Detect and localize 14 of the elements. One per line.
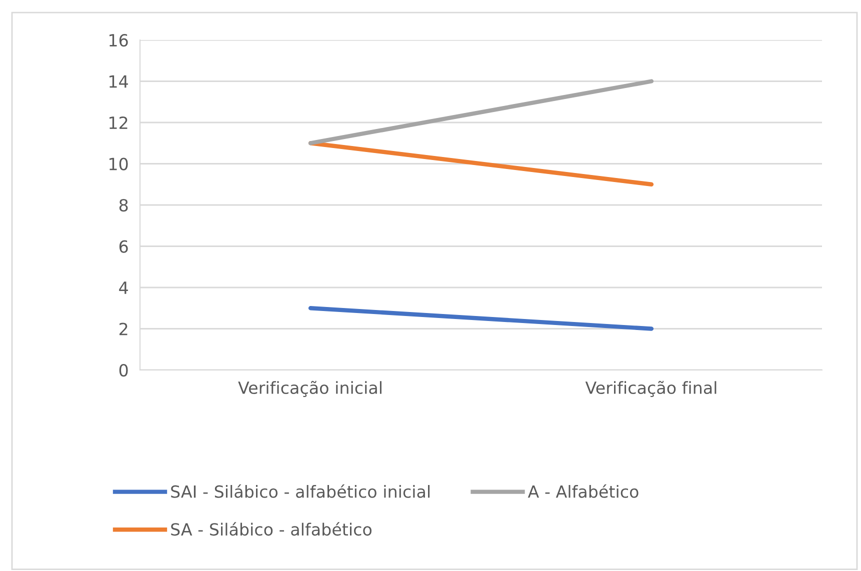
- x-tick-label: Verificação inicial: [238, 380, 382, 398]
- legend-label: A - Alfabético: [528, 484, 638, 498]
- legend-label: SAI - Silábico - alfabético inicial: [171, 484, 430, 498]
- y-tick-label: 8: [119, 198, 128, 212]
- legend-label: SA - Silábico - alfabético: [171, 522, 372, 536]
- y-tick-label: 10: [110, 158, 128, 170]
- y-tick-label: 2: [120, 322, 128, 336]
- y-tick-label: 4: [119, 282, 128, 294]
- x-tick-label: Verificação final: [585, 380, 716, 398]
- y-tick-label: 12: [110, 116, 128, 129]
- y-tick-label: 14: [110, 75, 128, 88]
- y-tick-label: 16: [110, 34, 128, 47]
- y-tick-label: 0: [119, 364, 128, 377]
- y-tick-label: 6: [119, 240, 128, 253]
